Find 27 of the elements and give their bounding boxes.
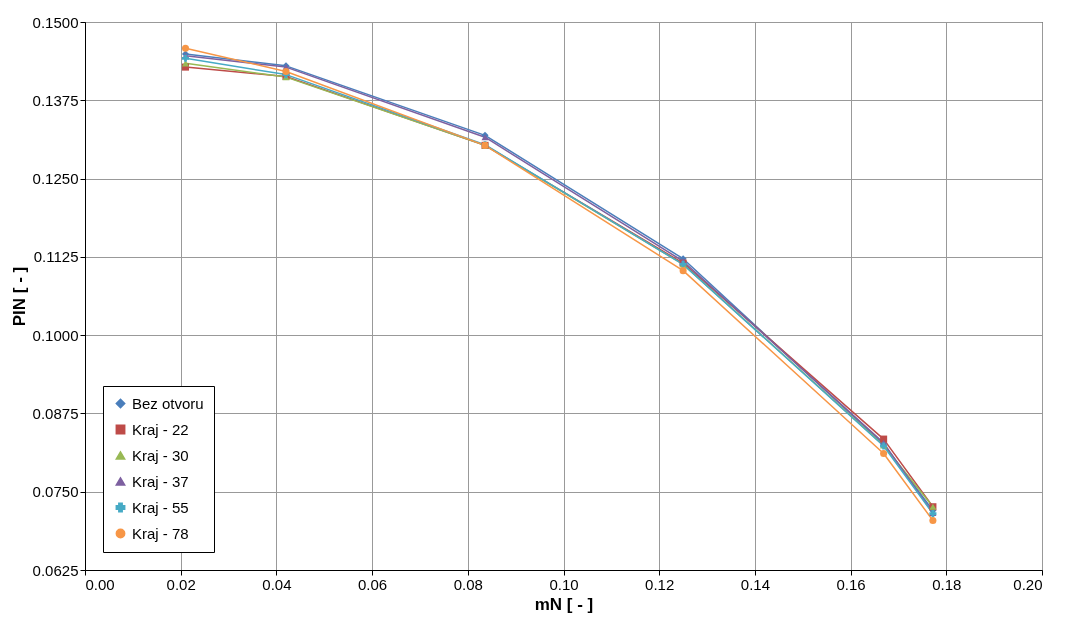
y-tick-label: 0.1375 xyxy=(32,91,79,109)
x-tick-label: 0.04 xyxy=(262,575,292,593)
x-tick-label: 0.08 xyxy=(453,575,483,593)
x-tick-label: 0.18 xyxy=(932,575,962,593)
legend-label: Kraj - 37 xyxy=(132,472,189,490)
legend-label: Kraj - 78 xyxy=(132,524,189,542)
x-tick-label: 0.14 xyxy=(740,575,770,593)
legend-label: Kraj - 30 xyxy=(132,446,189,464)
legend-label: Kraj - 22 xyxy=(132,420,189,438)
y-axis-title: PIN [ - ] xyxy=(9,266,29,327)
legend-label: Bez otvoru xyxy=(132,394,204,412)
x-tick-label: 0.10 xyxy=(549,575,579,593)
legend-label: Kraj - 55 xyxy=(132,498,189,516)
x-axis-title: mN [ - ] xyxy=(534,594,594,614)
x-tick-label: 0.12 xyxy=(645,575,675,593)
x-tick-label: 0.00 xyxy=(85,575,115,593)
y-tick-label: 0.1125 xyxy=(33,248,79,266)
x-tick-label: 0.02 xyxy=(166,575,196,593)
y-tick-label: 0.0875 xyxy=(32,404,79,422)
y-tick-label: 0.1250 xyxy=(32,170,79,188)
x-tick-label: 0.06 xyxy=(358,575,388,593)
y-tick-label: 0.1000 xyxy=(32,326,79,344)
y-tick-label: 0.1500 xyxy=(32,13,79,31)
y-tick-label: 0.0625 xyxy=(32,561,79,579)
x-tick-label: 0.20 xyxy=(1013,575,1043,593)
x-tick-label: 0.16 xyxy=(836,575,866,593)
y-tick-label: 0.0750 xyxy=(32,483,79,501)
